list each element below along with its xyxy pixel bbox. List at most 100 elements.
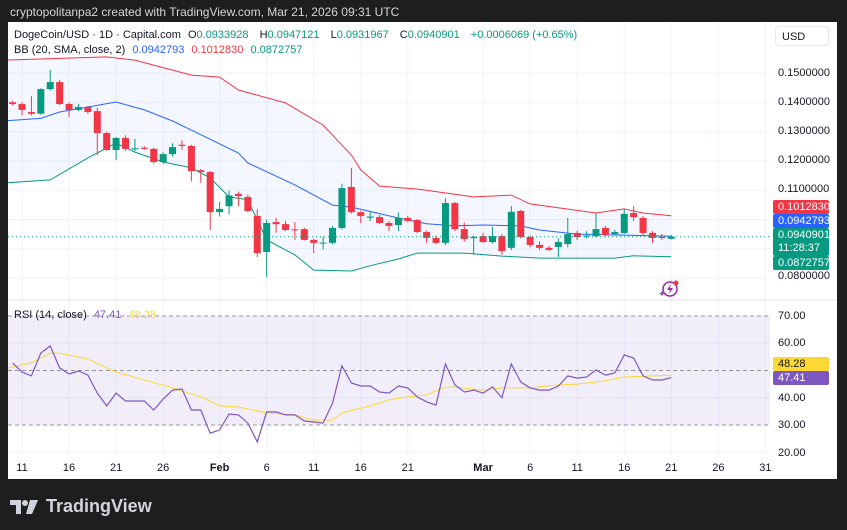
candle <box>404 215 412 223</box>
candle <box>27 96 35 116</box>
candle <box>178 140 186 150</box>
rsi-line <box>12 345 672 444</box>
rsi-label[interactable]: RSI (14, close) <box>14 309 87 321</box>
candle-body <box>526 237 534 245</box>
date-tick: 26 <box>157 462 170 474</box>
candle <box>385 220 393 232</box>
candle-body <box>234 193 242 197</box>
candle-body <box>554 242 562 247</box>
candle-body <box>423 232 431 238</box>
ohlc-high: H0.0947121 <box>259 29 320 41</box>
last-price-badge: 0.0940901 11:28:37 <box>773 228 830 256</box>
candle-body <box>131 148 139 150</box>
currency-button[interactable]: USD <box>775 26 829 46</box>
candle <box>536 241 544 251</box>
date-tick: 21 <box>665 462 678 474</box>
price-tick: 0.1400000 <box>778 96 830 108</box>
candle-body <box>573 232 581 238</box>
candle-body <box>65 104 73 110</box>
price-tick: 0.1200000 <box>778 154 830 166</box>
candle-body <box>37 89 45 114</box>
price-tick: 0.1500000 <box>778 67 830 79</box>
candle <box>140 146 148 150</box>
candle-body <box>244 196 252 211</box>
date-tick: Mar <box>473 462 493 474</box>
rsi-tick: 60.00 <box>778 337 806 349</box>
date-tick: 16 <box>354 462 367 474</box>
candle <box>74 103 82 112</box>
date-tick: Feb <box>209 462 230 474</box>
candle-body <box>159 154 167 163</box>
candle-body <box>112 138 120 151</box>
candle-body <box>216 208 224 213</box>
candle <box>630 205 638 221</box>
candle <box>329 225 337 245</box>
candle <box>423 230 431 243</box>
rsi-tick: 70.00 <box>778 310 806 322</box>
candle-body <box>592 229 600 237</box>
candle <box>37 88 45 115</box>
price-tick: 0.1300000 <box>778 125 830 137</box>
candle <box>357 210 365 223</box>
price-tick: 0.0800000 <box>778 270 830 282</box>
candle-body <box>470 237 478 239</box>
candle <box>639 215 647 236</box>
candle <box>479 232 487 243</box>
candle-body <box>263 222 271 252</box>
bb-label[interactable]: BB (20, SMA, close, 2) <box>14 44 126 56</box>
candle <box>376 215 384 224</box>
chart-caption: cryptopolitanpa2 created with TradingVie… <box>10 5 400 19</box>
candle-body <box>507 211 515 248</box>
bb-upper-value: 0.1012830 <box>191 44 244 56</box>
candle <box>592 213 600 238</box>
bb-basis-value: 0.0942793 <box>132 44 185 56</box>
candle-body <box>460 229 468 240</box>
candle <box>583 231 591 239</box>
candle-body <box>376 217 384 223</box>
candle <box>291 222 299 240</box>
candle <box>545 245 553 252</box>
rsi-background <box>8 315 770 426</box>
candle-body <box>498 236 506 252</box>
candle-body <box>329 227 337 243</box>
symbol-name[interactable]: DogeCoin/USD · 1D · Capital.com <box>14 29 181 41</box>
candle <box>159 152 167 164</box>
date-tick: 6 <box>263 462 270 474</box>
candle <box>93 107 101 156</box>
candle-body <box>667 236 675 239</box>
candle-body <box>611 232 619 235</box>
candle-body <box>281 224 289 230</box>
candle-body <box>338 188 346 228</box>
candle-body <box>253 215 261 254</box>
bb-upper-line <box>8 56 672 217</box>
candle <box>347 167 355 214</box>
candle <box>18 102 26 116</box>
candle <box>122 135 130 151</box>
candle-body <box>583 235 591 237</box>
candle-body <box>206 172 214 213</box>
candle <box>310 238 318 254</box>
candle-body <box>319 242 327 244</box>
date-tick: 6 <box>527 462 534 474</box>
ohlc-close: C0.0940901 <box>399 29 460 41</box>
candle-body <box>404 217 412 221</box>
candle <box>281 220 289 232</box>
candle-body <box>9 102 17 105</box>
bb-fill <box>8 56 672 271</box>
candle-body <box>517 210 525 238</box>
rsi-value: 47.41 <box>93 309 122 321</box>
lightning-assistant-icon[interactable] <box>658 280 679 297</box>
candle <box>451 201 459 232</box>
candle <box>300 227 308 241</box>
candle <box>413 218 421 233</box>
bb-legend: BB (20, SMA, close, 2) 0.0942793 0.10128… <box>14 44 306 56</box>
tradingview-logo[interactable]: TradingView <box>10 496 152 517</box>
candle-body <box>385 222 393 226</box>
candle-body <box>357 212 365 216</box>
candle-body <box>103 133 111 151</box>
date-tick: 11 <box>571 462 583 474</box>
candle-body <box>84 106 92 112</box>
candle <box>554 238 562 257</box>
candle-body <box>564 234 572 245</box>
